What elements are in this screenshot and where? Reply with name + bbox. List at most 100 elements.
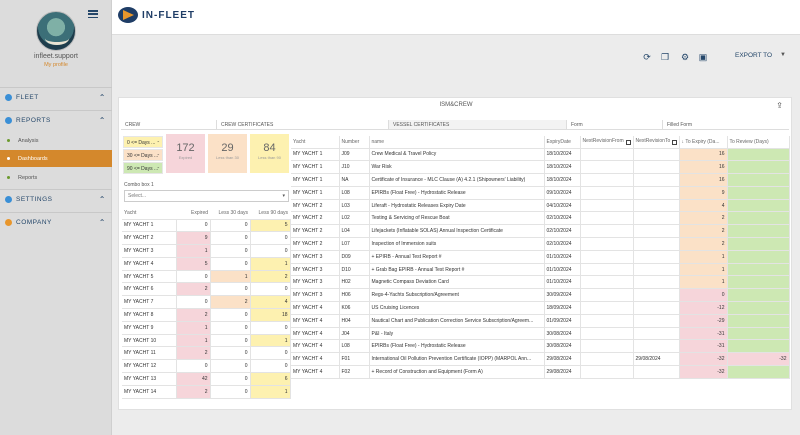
- count-cell: 0: [250, 321, 291, 335]
- table-row[interactable]: MY YACHT 2 L03 Liferaft - Hydrostatic Rele…: [291, 199, 790, 213]
- column-header[interactable]: NextRevisionFrom: [580, 136, 634, 149]
- table-row[interactable]: MY YACHT 4 H04 Nautical Chart and Publicat…: [291, 314, 790, 328]
- sidebar-item-settings[interactable]: SETTINGS ⌃: [0, 189, 112, 209]
- tab-crew-certificates[interactable]: CREW CERTIFICATES: [217, 120, 389, 129]
- profile-link[interactable]: My profile: [44, 62, 68, 68]
- filter-90-days[interactable]: 90 <= Days ... ⌃: [123, 162, 163, 174]
- table-row[interactable]: MY YACHT 12 0 0 0: [122, 359, 291, 374]
- settings-icon[interactable]: ⚙: [680, 52, 690, 62]
- filter-30-days[interactable]: 30 <= Days ... ⌃: [123, 149, 163, 161]
- fullscreen-icon[interactable]: ▣: [698, 52, 708, 62]
- share-icon[interactable]: ⇪: [776, 101, 783, 110]
- sidebar-item-reports-child[interactable]: Reports: [0, 169, 112, 186]
- table-row[interactable]: MY YACHT 2 L02 Testing & Servicing of Resc…: [291, 211, 790, 226]
- column-header[interactable]: name: [369, 136, 545, 149]
- revision-from-cell: [580, 275, 634, 290]
- yacht-cell: MY YACHT 1: [291, 160, 340, 175]
- column-header[interactable]: Yacht: [122, 207, 176, 220]
- menu-icon[interactable]: [88, 10, 98, 18]
- to-expiry-cell: 1: [679, 250, 728, 264]
- column-header[interactable]: Expired: [176, 207, 210, 220]
- name-cell: War Risk: [369, 160, 545, 175]
- yacht-cell: MY YACHT 3: [291, 263, 340, 277]
- calendar-icon[interactable]: [671, 140, 677, 146]
- count-cell: 0: [210, 308, 251, 322]
- revision-from-cell: [580, 250, 634, 264]
- table-row[interactable]: MY YACHT 1 J09 Crew Medical & Travel Polic…: [291, 148, 790, 162]
- table-row[interactable]: MY YACHT 1 J10 War Risk 18/10/2024 16: [291, 160, 790, 175]
- column-header[interactable]: Less 30 days: [210, 207, 250, 220]
- table-row[interactable]: MY YACHT 4 L08 EPIRBs (Float Free) - Hydro…: [291, 339, 790, 354]
- column-header[interactable]: To Review (Days): [727, 136, 790, 149]
- tab-form[interactable]: Form: [567, 120, 663, 129]
- table-row[interactable]: MY YACHT 3 D09 + EPIRB - Annual Test Repor…: [291, 250, 790, 264]
- name-cell: Crew Medical & Travel Policy: [369, 148, 545, 162]
- name-cell: + Record of Construction and Equipment (…: [369, 365, 545, 379]
- sidebar-item-reports[interactable]: REPORTS ⌃: [0, 110, 112, 130]
- number-cell: H04: [339, 314, 370, 328]
- table-row[interactable]: MY YACHT 3 H02 Magnetic Compass Deviation …: [291, 275, 790, 290]
- chevron-up-icon: ⌃: [156, 140, 160, 145]
- column-header[interactable]: Yacht: [291, 136, 340, 149]
- sidebar-item-fleet[interactable]: FLEET ⌃: [0, 87, 112, 107]
- table-row[interactable]: MY YACHT 1 L08 EPIRBs (Float Free) - Hydro…: [291, 186, 790, 200]
- calendar-icon[interactable]: [625, 140, 631, 146]
- refresh-icon[interactable]: ⟳: [643, 52, 651, 62]
- table-row[interactable]: MY YACHT 3 D10 + Grab Bag EPIRB - Annual T…: [291, 263, 790, 277]
- count-cell: 2: [176, 346, 211, 361]
- sidebar-item-dashboards[interactable]: Dashboards: [0, 150, 112, 167]
- table-row[interactable]: MY YACHT 8 2 0 18: [122, 308, 291, 322]
- to-expiry-cell: 9: [679, 186, 728, 200]
- column-header[interactable]: ↓ To Expiry (Da...: [679, 136, 728, 149]
- to-expiry-cell: -31: [679, 327, 728, 341]
- table-row[interactable]: MY YACHT 4 F02 + Record of Construction an…: [291, 365, 790, 379]
- table-row[interactable]: MY YACHT 13 42 0 6: [122, 372, 291, 386]
- number-cell: L08: [339, 186, 370, 200]
- table-row[interactable]: MY YACHT 1 NA Certificate of Insurance - M…: [291, 173, 790, 187]
- tab-vessel-certificates[interactable]: VESSEL CERTIFICATES: [389, 120, 567, 129]
- column-header[interactable]: Less 90 days: [250, 207, 290, 220]
- column-header[interactable]: Number: [339, 136, 370, 149]
- table-row[interactable]: MY YACHT 4 K06 US Cruising Licences 18/09/2…: [291, 301, 790, 315]
- avatar[interactable]: [36, 11, 76, 51]
- to-review-cell: [727, 339, 790, 354]
- count-cell: 2: [176, 385, 211, 399]
- reports-icon: [5, 117, 12, 124]
- copy-icon[interactable]: ❐: [660, 52, 670, 62]
- sidebar: infleet.support My profile FLEET ⌃ REPOR…: [0, 0, 112, 435]
- tab-crew[interactable]: CREW: [121, 120, 217, 129]
- table-row[interactable]: MY YACHT 4 F01 International Oil Pollution…: [291, 352, 790, 367]
- table-row[interactable]: MY YACHT 14 2 0 1: [122, 385, 291, 399]
- tab-filled-form[interactable]: Filled Form: [667, 122, 693, 128]
- count-cell: 1: [176, 321, 211, 335]
- column-header[interactable]: ExpiryDate: [544, 136, 581, 149]
- table-row[interactable]: MY YACHT 11 2 0 0: [122, 346, 291, 361]
- column-header[interactable]: NextRevisionTo: [633, 136, 680, 149]
- table-row[interactable]: MY YACHT 3 H06 Regs-4-Yachts Subscription/…: [291, 288, 790, 303]
- filter-0-days[interactable]: 0 <= Days ... ⌃: [123, 136, 163, 148]
- count-cell: 2: [210, 295, 251, 310]
- sidebar-item-company[interactable]: COMPANY ⌃: [0, 212, 112, 232]
- table-row[interactable]: MY YACHT 2 L07 Inspection of Immersion sui…: [291, 237, 790, 251]
- to-review-cell: [727, 148, 790, 162]
- count-cell: 2: [250, 270, 291, 284]
- sidebar-item-analysis[interactable]: Analysis: [0, 132, 112, 149]
- table-row[interactable]: MY YACHT 10 1 0 1: [122, 334, 291, 348]
- yacht-cell: MY YACHT 2: [291, 199, 340, 213]
- export-button[interactable]: EXPORT TO: [735, 52, 773, 59]
- table-row[interactable]: MY YACHT 4 J04 P&I - Italy 30/08/2024 -31: [291, 327, 790, 341]
- caret-down-icon[interactable]: ▼: [780, 52, 786, 58]
- expiry-date-cell: 04/10/2024: [544, 199, 581, 213]
- to-review-cell: -32: [727, 352, 790, 367]
- table-row[interactable]: MY YACHT 2 L04 Lifejackets (Inflatable SOL…: [291, 224, 790, 239]
- yacht-select[interactable]: Select... ▾: [124, 190, 289, 202]
